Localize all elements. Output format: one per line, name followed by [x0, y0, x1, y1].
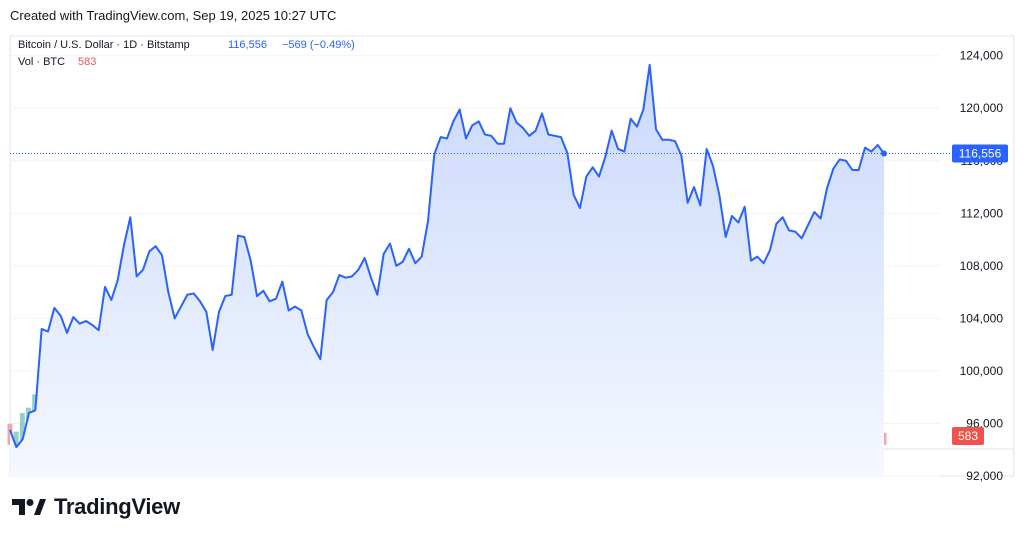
y-tick-label: 108,000: [960, 259, 1004, 273]
legend-volume-label: Vol · BTC: [18, 56, 65, 68]
tradingview-logo-text: TradingView: [54, 494, 180, 519]
y-tick-label: 124,000: [960, 49, 1004, 63]
y-tick-label: 92,000: [966, 469, 1003, 483]
last-price-marker: [881, 150, 887, 157]
volume-badge: 583: [952, 427, 984, 445]
last-price-badge-text: 116,556: [959, 146, 1002, 160]
y-tick-label: 104,000: [960, 311, 1004, 325]
price-line: [9, 63, 885, 449]
y-axis: 124,000120,000116,000112,000108,000104,0…: [960, 49, 1004, 483]
legend-symbol: Bitcoin / U.S. Dollar · 1D · Bitstamp: [18, 39, 190, 51]
legend-volume-value: 583: [78, 56, 96, 68]
y-tick-label: 100,000: [960, 364, 1004, 378]
tradingview-logo: TradingView: [12, 494, 180, 520]
chart-created-caption: Created with TradingView.com, Sep 19, 20…: [10, 8, 337, 23]
y-tick-label: 120,000: [960, 101, 1004, 115]
y-tick-label: 112,000: [961, 206, 1004, 220]
volume-bar: [19, 413, 25, 445]
tradingview-logo-icon: [12, 499, 46, 515]
volume-bar: [13, 431, 19, 445]
y-tick-label: 96,000: [966, 416, 1003, 430]
legend-price: 116,556: [228, 39, 267, 51]
legend-change: −569 (−0.49%): [282, 39, 355, 51]
price-area-fill: [10, 64, 884, 477]
last-price-badge: 116,556: [952, 144, 1008, 163]
volume-badge-text: 583: [958, 429, 978, 443]
